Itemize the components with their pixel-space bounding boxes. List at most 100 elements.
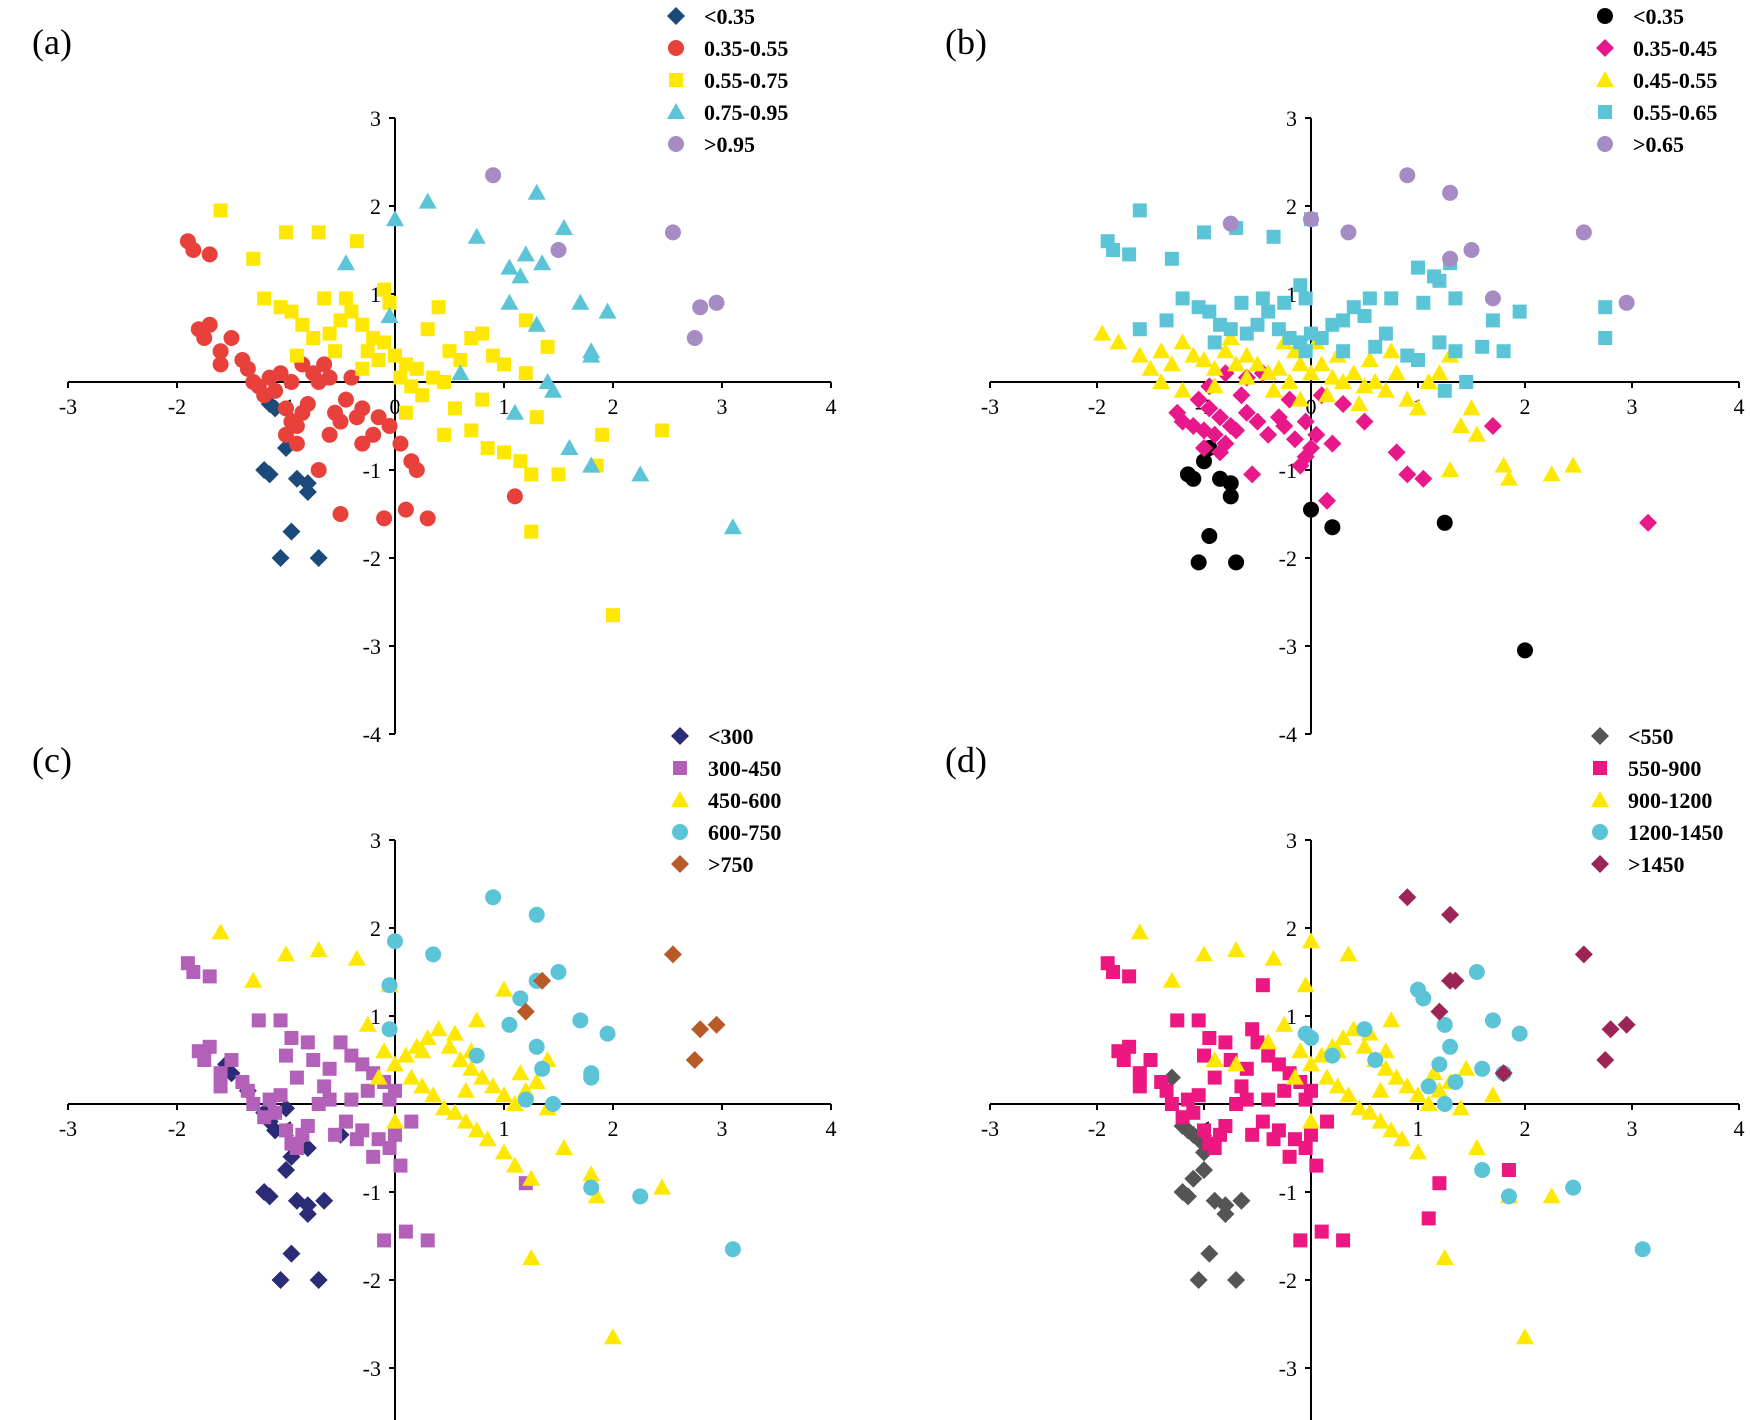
y-tick-label: -2 [1279, 1268, 1297, 1293]
scatter-point [1197, 225, 1211, 240]
scatter-point [437, 427, 452, 442]
scatter-point [1384, 291, 1399, 306]
scatter-point [426, 370, 441, 385]
scatter-point [1409, 1143, 1427, 1160]
scatter-point [1237, 346, 1256, 363]
scatter-point [386, 1055, 404, 1072]
legend-marker [671, 791, 689, 807]
scatter-point [424, 1086, 443, 1103]
scatter-point [1298, 291, 1313, 306]
scatter-point [310, 462, 327, 478]
scatter-point [1173, 381, 1192, 398]
scatter-point [381, 1021, 398, 1038]
scatter-point [1227, 1271, 1246, 1289]
scatter-point [692, 299, 709, 316]
scatter-point [393, 1158, 408, 1173]
scatter-point [305, 365, 322, 382]
scatter-point [1596, 1051, 1615, 1069]
scatter-point [413, 1042, 432, 1059]
scatter-point [1109, 333, 1128, 350]
scatter-point [1344, 364, 1363, 381]
scatter-point [1227, 421, 1246, 440]
legend-marker [668, 40, 684, 56]
scatter-point [386, 210, 404, 227]
scatter-point [1243, 465, 1262, 484]
legend-marker [671, 727, 689, 745]
x-tick-label: 1 [499, 394, 510, 419]
scatter-point [316, 356, 333, 373]
scatter-point [419, 510, 436, 527]
scatter-point [212, 343, 229, 360]
scatter-point [1293, 278, 1308, 293]
y-tick-label: -1 [363, 1180, 381, 1205]
scatter-point [358, 1015, 377, 1032]
scatter-point [289, 348, 304, 363]
scatter-point [1261, 1092, 1276, 1107]
scatter-point [631, 465, 650, 482]
scatter-point [202, 1039, 217, 1054]
scatter-point [1221, 329, 1240, 345]
scatter-point [1245, 1127, 1260, 1142]
x-tick-label: 2 [608, 394, 619, 419]
legend-marker [669, 73, 683, 87]
scatter-point [462, 1059, 481, 1076]
scatter-point [1447, 1074, 1464, 1090]
scatter-point [279, 1048, 293, 1063]
scatter-point [1355, 377, 1374, 394]
scatter-point [349, 234, 364, 249]
legend-label: 450-600 [708, 788, 781, 813]
scatter-point [328, 344, 343, 359]
legend-marker [667, 103, 685, 119]
scatter-point [1207, 1141, 1222, 1155]
scatter-point [1229, 1097, 1244, 1111]
scatter-point [1398, 888, 1417, 907]
scatter-point [1350, 395, 1369, 411]
scatter-point [1222, 475, 1239, 492]
scatter-point [1318, 1068, 1337, 1085]
scatter-point [1425, 1064, 1444, 1081]
scatter-point [473, 1068, 492, 1085]
legend-marker [672, 824, 688, 840]
scatter-point [464, 423, 479, 438]
scatter-point [1617, 1015, 1636, 1034]
scatter-point [1132, 1066, 1147, 1081]
scatter-point [306, 331, 321, 345]
scatter-point [467, 1121, 486, 1138]
scatter-point [1457, 1059, 1476, 1076]
scatter-point [1419, 373, 1438, 389]
scatter-point [1494, 456, 1513, 473]
scatter-point [418, 1029, 437, 1045]
scatter-point [271, 1271, 290, 1289]
scatter-point [344, 1048, 359, 1063]
scatter-point [653, 1178, 672, 1195]
scatter-point [505, 1156, 524, 1173]
scatter-point [404, 1114, 419, 1129]
scatter-point [1350, 1099, 1369, 1116]
scatter-point [1211, 443, 1230, 462]
scatter-point [371, 353, 386, 367]
legend-marker [667, 7, 685, 25]
x-tick-label: 3 [1627, 394, 1638, 419]
scatter-point [1191, 300, 1206, 315]
scatter-point [1298, 1141, 1313, 1155]
scatter-point [360, 1083, 375, 1098]
scatter-point [1312, 355, 1331, 372]
scatter-point [333, 313, 348, 328]
scatter-point [1542, 465, 1561, 482]
scatter-point [1211, 408, 1230, 427]
scatter-point [1191, 1088, 1206, 1103]
scatter-point [311, 225, 326, 240]
scatter-point [1360, 1103, 1379, 1120]
scatter-point [1516, 1328, 1534, 1345]
scatter-point [202, 969, 217, 984]
scatter-point [495, 1143, 513, 1160]
scatter-point [1143, 1053, 1158, 1067]
scatter-point [1218, 1035, 1233, 1050]
legend-label: 0.55-0.75 [704, 68, 788, 93]
scatter-point [1302, 1112, 1320, 1129]
scatter-point [413, 1077, 432, 1094]
scatter-point [1303, 211, 1319, 228]
scatter-point [300, 1035, 315, 1050]
scatter-point [1296, 976, 1315, 993]
